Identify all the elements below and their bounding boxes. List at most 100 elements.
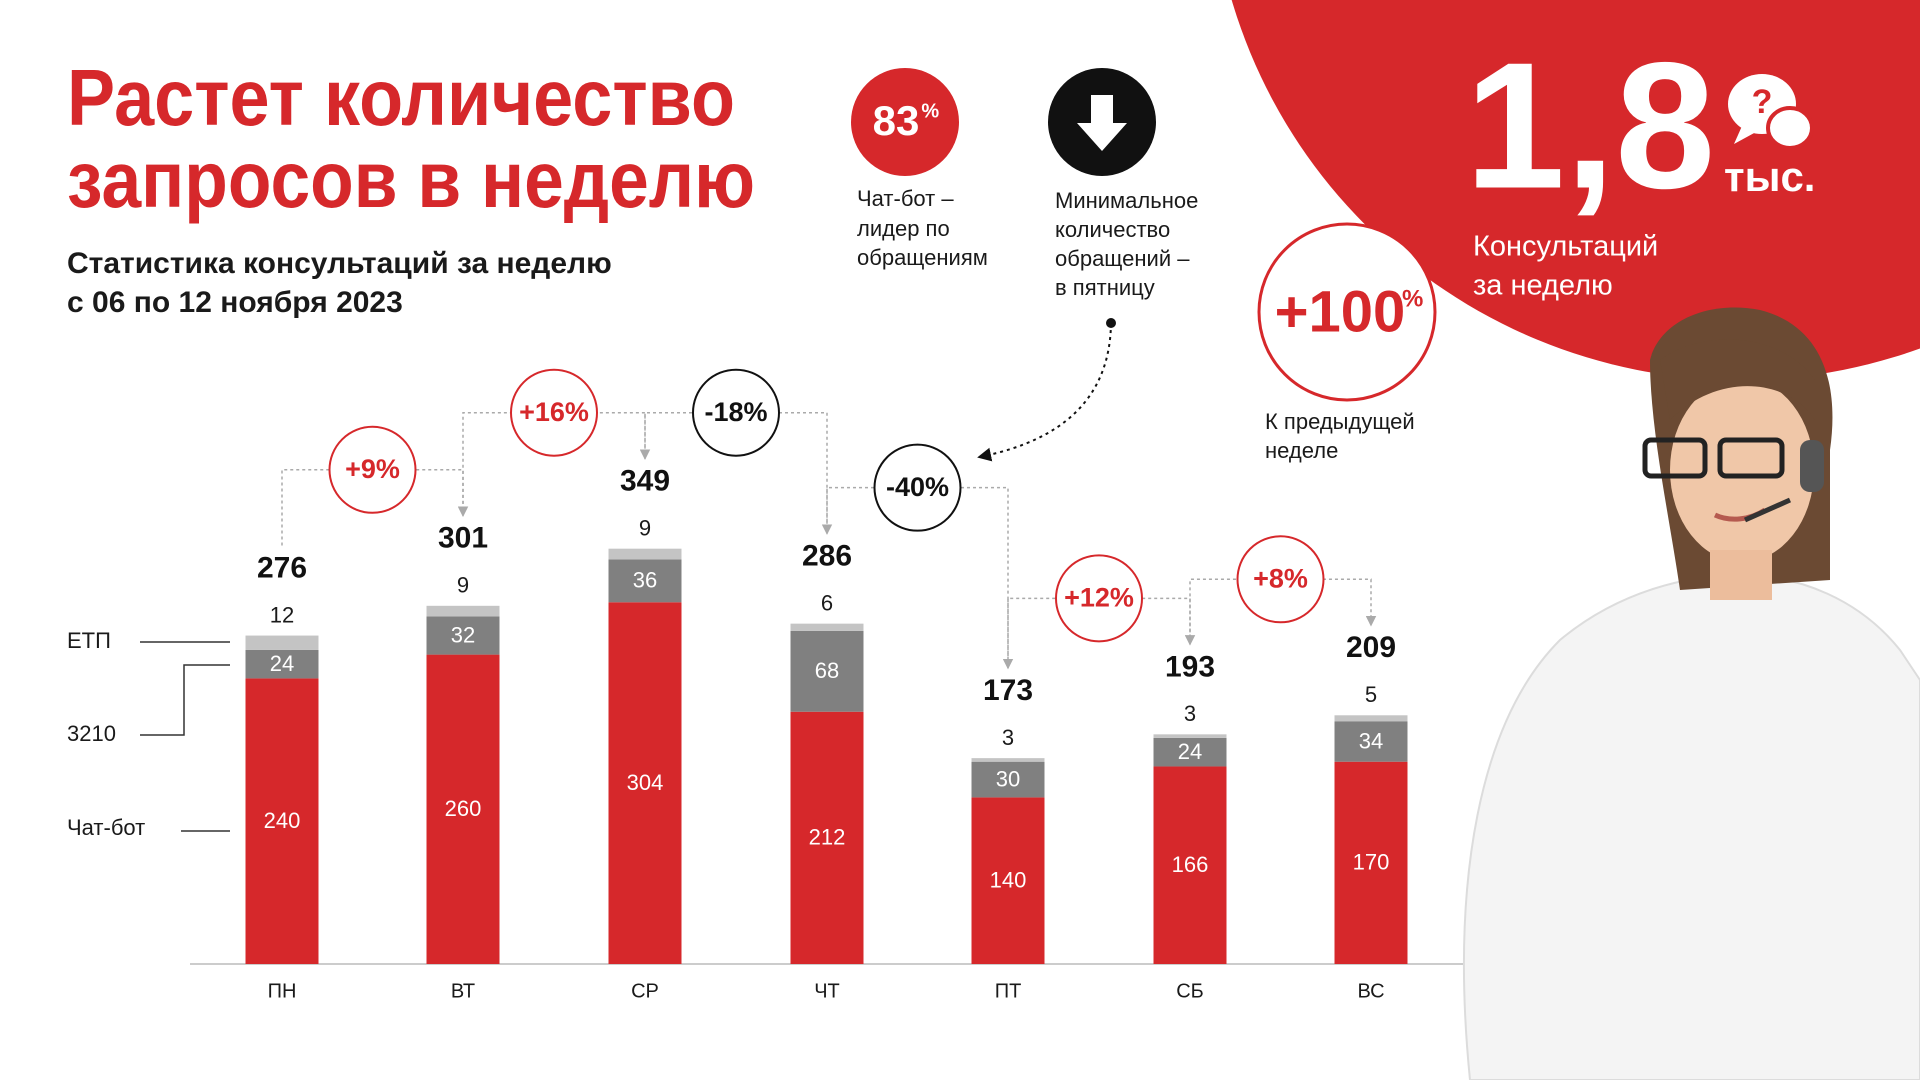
growth-unit: %: [1402, 285, 1423, 312]
bar-segment: [608, 602, 682, 964]
pointer-curve: [977, 322, 1112, 462]
change-label: +12%: [1064, 582, 1134, 612]
segment-label: 9: [457, 573, 469, 598]
min-caption: в пятницу: [1055, 275, 1155, 300]
change-badge: [1236, 535, 1325, 624]
growth-caption: неделе: [1265, 438, 1338, 463]
subtitle-line: с 06 по 12 ноября 2023: [67, 286, 403, 319]
segment-label: 170: [1353, 850, 1390, 875]
change-badge: [328, 425, 417, 514]
change-badge: [692, 368, 780, 457]
x-tick-label: ПТ: [995, 980, 1022, 1002]
change-label: -40%: [886, 472, 949, 502]
x-tick-label: ПН: [268, 980, 297, 1002]
segment-label: 304: [627, 770, 664, 795]
svg-text:?: ?: [1752, 83, 1773, 121]
total-label: 193: [1165, 650, 1215, 683]
total-label: 286: [802, 540, 852, 573]
down-arrow-icon: [1077, 95, 1127, 151]
total-unit: тыс.: [1724, 153, 1815, 200]
segment-label: 3: [1002, 725, 1014, 750]
legend-label: 3210: [67, 721, 116, 746]
bar-segment: [608, 559, 682, 603]
share-caption: Чат-бот –: [857, 186, 954, 211]
min-caption: количество: [1055, 217, 1170, 242]
x-tick-label: ВТ: [451, 980, 475, 1002]
change-label: -18%: [704, 397, 767, 427]
total-caption: Консультаций: [1473, 231, 1658, 263]
segment-label: 34: [1359, 728, 1383, 753]
x-tick-label: СБ: [1176, 980, 1204, 1002]
segment-label: 9: [639, 516, 651, 541]
operator-illustration: [1463, 307, 1920, 1080]
segment-label: 240: [264, 808, 301, 833]
segment-label: 32: [451, 622, 475, 647]
change-connector: [1189, 578, 1377, 645]
bar-segment: [245, 678, 319, 964]
change-label: +16%: [519, 397, 589, 427]
segment-label: 5: [1365, 682, 1377, 707]
x-tick-label: СР: [631, 980, 659, 1002]
bar-segment: [790, 711, 864, 964]
growth-caption: К предыдущей: [1265, 409, 1415, 434]
change-label: +8%: [1253, 563, 1308, 593]
x-tick-label: ВС: [1357, 980, 1384, 1002]
legend-line: [140, 664, 230, 736]
bar-segment: [971, 761, 1045, 798]
bar-segment: [1153, 737, 1227, 767]
subtitle-line: Статистика консультаций за неделю: [67, 247, 612, 280]
segment-label: 212: [809, 825, 846, 850]
bar-segment: [790, 623, 864, 631]
segment-label: 30: [996, 766, 1020, 791]
title-line: запросов в неделю: [67, 135, 755, 224]
growth-badge: [1257, 222, 1437, 402]
segment-label: 260: [445, 796, 482, 821]
bar-segment: [971, 797, 1045, 964]
title-line: Растет количество: [67, 53, 735, 142]
share-badge: [851, 68, 959, 176]
bar-segment: [1153, 734, 1227, 738]
change-label: +9%: [345, 454, 400, 484]
bar-segment: [426, 616, 500, 655]
segment-label: 24: [1178, 739, 1202, 764]
segment-label: 12: [270, 602, 294, 627]
legend: ЕТП 3210 Чат-бот: [67, 628, 230, 840]
total-label: 349: [620, 465, 670, 498]
legend-label: ЕТП: [67, 628, 111, 653]
growth-value: +100: [1275, 279, 1406, 344]
segment-label: 24: [270, 651, 294, 676]
segment-label: 68: [815, 658, 839, 683]
change-badge: [873, 443, 962, 532]
bar-segment: [426, 654, 500, 964]
share-caption: лидер по: [857, 216, 950, 241]
legend-label: Чат-бот: [67, 815, 145, 840]
total-label: 173: [983, 674, 1033, 707]
segment-label: 140: [990, 868, 1027, 893]
bar-segment: [608, 548, 682, 560]
bar-segment: [971, 758, 1045, 762]
question-icon: ?: [1728, 74, 1814, 150]
change-badge: [1055, 554, 1143, 643]
min-caption: Минимальное: [1055, 188, 1198, 213]
bar-segment: [245, 635, 319, 650]
total-label: 301: [438, 522, 488, 555]
total-value: 1,8: [1465, 26, 1715, 227]
bar-segment: [245, 649, 319, 679]
total-label: 276: [257, 551, 307, 584]
bar-segment: [426, 605, 500, 617]
bar-segment: [1334, 761, 1408, 964]
bar-segment: [1334, 715, 1408, 722]
bar-segment: [1334, 721, 1408, 762]
segment-label: 6: [821, 590, 833, 615]
bar-segment: [790, 630, 864, 712]
segment-label: 166: [1172, 852, 1209, 877]
min-caption: обращений –: [1055, 246, 1190, 271]
x-tick-label: ЧТ: [814, 980, 840, 1002]
bar-segment: [1153, 766, 1227, 964]
segment-label: 3: [1184, 701, 1196, 726]
total-label: 209: [1346, 631, 1396, 664]
total-caption: за неделю: [1473, 270, 1613, 302]
share-caption: обращениям: [857, 245, 988, 270]
share-unit: %: [921, 100, 939, 122]
